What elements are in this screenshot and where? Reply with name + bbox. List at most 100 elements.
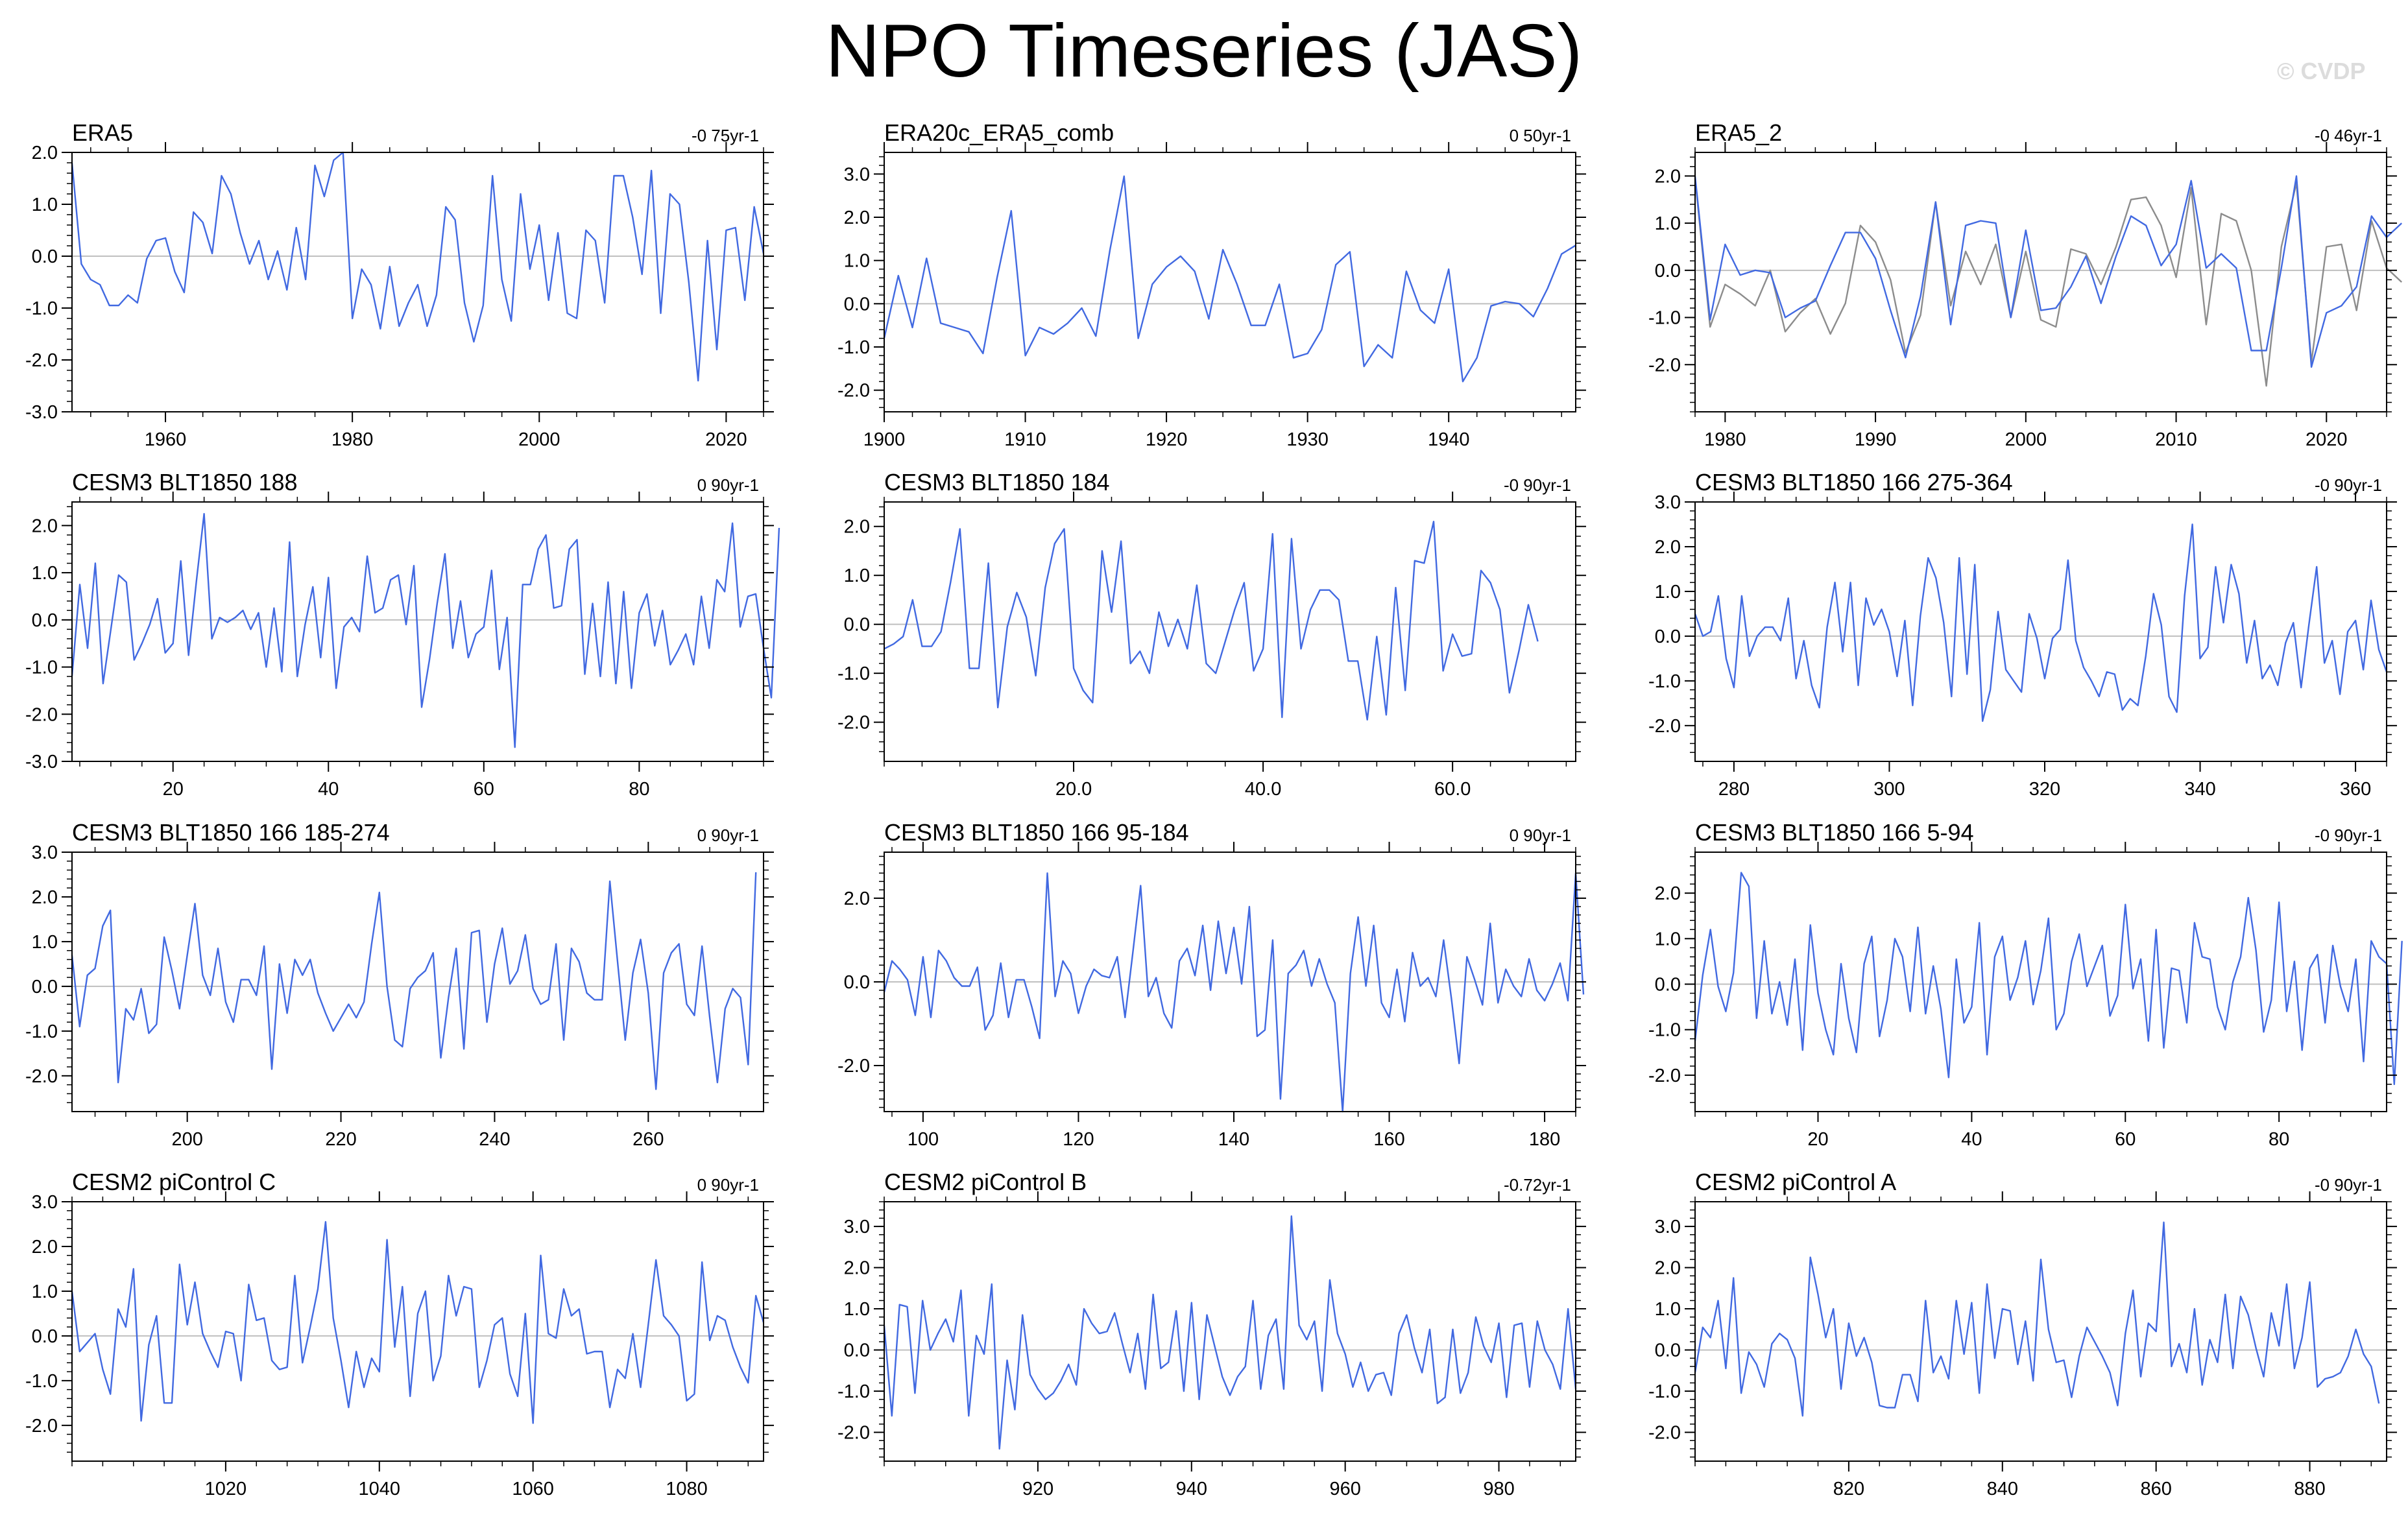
y-tick-label: 1.0 bbox=[1655, 929, 1681, 949]
y-tick-label: 3.0 bbox=[1655, 1217, 1681, 1237]
series-line bbox=[884, 520, 1539, 721]
y-tick-label: 0.0 bbox=[844, 615, 870, 636]
panel-title: CESM3 BLT1850 166 95-184 bbox=[884, 819, 1189, 846]
chart-plot: -2.0 -1.0 0.0 1.0 2.0 3.0 1020 1040 1060 1080 bbox=[25, 1191, 774, 1499]
series-line bbox=[1694, 523, 2388, 722]
x-tick-label: 200 bbox=[171, 1129, 202, 1150]
panel-trend: 0 90yr-1 bbox=[697, 826, 759, 845]
y-tick-label: 1.0 bbox=[32, 195, 58, 215]
y-tick-label: -3.0 bbox=[25, 752, 58, 772]
panel-title: CESM2 piControl A bbox=[1695, 1169, 1897, 1195]
chart-panel-era5: ERA5 -0 75yr-1 -3.0 -2.0 -1.0 0.0 1.0 2.0 1960… bbox=[0, 119, 774, 469]
series-line bbox=[71, 872, 757, 1090]
y-tick-label: -1.0 bbox=[1648, 308, 1681, 329]
plot-frame bbox=[71, 1201, 764, 1462]
y-tick-label: 0.0 bbox=[844, 294, 870, 315]
y-tick-label: -1.0 bbox=[837, 663, 870, 684]
plot-frame bbox=[884, 501, 1576, 762]
plot-frame bbox=[1694, 501, 2387, 762]
y-tick-label: 2.0 bbox=[1655, 883, 1681, 904]
main-title: NPO Timeseries (JAS) bbox=[825, 8, 1583, 93]
y-tick-label: -2.0 bbox=[25, 704, 58, 725]
x-tick-label: 20.0 bbox=[1055, 779, 1092, 800]
chart-plot: -3.0 -2.0 -1.0 0.0 1.0 2.0 1960 1980 2000 2020 bbox=[25, 142, 774, 450]
x-tick-label: 1930 bbox=[1286, 429, 1329, 450]
y-tick-label: -2.0 bbox=[1648, 355, 1681, 376]
x-tick-label: 2000 bbox=[518, 429, 560, 450]
y-tick-label: 2.0 bbox=[32, 887, 58, 908]
panel-title: CESM3 BLT1850 166 185-274 bbox=[72, 819, 390, 846]
y-tick-label: 2.0 bbox=[1655, 166, 1681, 187]
chart-panel-cesm2-picontrol-c: CESM2 piControl C 0 90yr-1 -2.0 -1.0 0.0 1.… bbox=[0, 1168, 774, 1518]
y-tick-label: 1.0 bbox=[844, 1299, 870, 1320]
y-tick-label: -1.0 bbox=[25, 1021, 58, 1042]
chart-plot: -2.0 0.0 2.0 100 120 140 160 180 bbox=[837, 842, 1586, 1150]
y-tick-label: 0.0 bbox=[1655, 261, 1681, 281]
y-tick-label: 2.0 bbox=[1655, 537, 1681, 558]
chart-plot: -2.0 -1.0 0.0 1.0 2.0 1980 1990 2000 2010 2020 bbox=[1648, 142, 2403, 450]
panel-title: CESM2 piControl B bbox=[884, 1169, 1087, 1195]
y-tick-label: 3.0 bbox=[32, 842, 58, 863]
x-tick-label: 1080 bbox=[666, 1479, 708, 1499]
x-tick-label: 2020 bbox=[2306, 429, 2348, 450]
panel-trend: -0 46yr-1 bbox=[2314, 126, 2382, 145]
chart-panel-cesm3-166-95-184: CESM3 BLT1850 166 95-184 0 90yr-1 -2.0 0.… bbox=[812, 818, 1586, 1169]
x-tick-label: 940 bbox=[1176, 1479, 1207, 1499]
y-tick-label: 2.0 bbox=[1655, 1258, 1681, 1279]
panel-title: CESM3 BLT1850 188 bbox=[72, 469, 298, 495]
x-tick-label: 1910 bbox=[1004, 429, 1046, 450]
x-tick-label: 40 bbox=[1961, 1129, 1982, 1150]
y-tick-label: -1.0 bbox=[1648, 1020, 1681, 1041]
x-tick-label: 60.0 bbox=[1434, 779, 1471, 800]
x-tick-label: 80 bbox=[2269, 1129, 2289, 1150]
x-tick-label: 240 bbox=[479, 1129, 510, 1150]
y-tick-label: 1.0 bbox=[1655, 582, 1681, 602]
x-tick-label: 960 bbox=[1329, 1479, 1360, 1499]
plot-frame bbox=[884, 152, 1576, 412]
x-tick-label: 1980 bbox=[331, 429, 374, 450]
y-tick-label: -2.0 bbox=[837, 381, 870, 401]
y-tick-label: 3.0 bbox=[844, 164, 870, 185]
x-tick-label: 2010 bbox=[2155, 429, 2197, 450]
y-tick-label: -1.0 bbox=[837, 337, 870, 358]
x-tick-label: 80 bbox=[629, 779, 649, 800]
x-tick-label: 1960 bbox=[145, 429, 187, 450]
y-tick-label: -2.0 bbox=[25, 1416, 58, 1437]
chart-panel-era5-2: ERA5_2 -0 46yr-1 -2.0 -1.0 0.0 1.0 2.0 1980 19… bbox=[1623, 119, 2403, 469]
x-tick-label: 60 bbox=[2115, 1129, 2136, 1150]
x-tick-label: 1900 bbox=[863, 429, 906, 450]
x-tick-label: 980 bbox=[1483, 1479, 1514, 1499]
x-tick-label: 320 bbox=[2029, 779, 2060, 800]
chart-panel-cesm3-188: CESM3 BLT1850 188 0 90yr-1 -3.0 -2.0 -1.0 0… bbox=[0, 468, 780, 818]
y-tick-label: -2.0 bbox=[1648, 1066, 1681, 1086]
y-tick-label: -1.0 bbox=[25, 298, 58, 319]
y-tick-label: 0.0 bbox=[32, 1326, 58, 1347]
y-tick-label: 2.0 bbox=[32, 516, 58, 536]
x-tick-label: 120 bbox=[1063, 1129, 1094, 1150]
chart-panel-era20c-era5-comb: ERA20c_ERA5_comb 0 50yr-1 -2.0 -1.0 0.0 1.0… bbox=[812, 119, 1586, 469]
y-tick-label: 2.0 bbox=[32, 1237, 58, 1258]
x-tick-label: 340 bbox=[2184, 779, 2215, 800]
chart-panel-cesm3-166-5-94: CESM3 BLT1850 166 5-94 -0 90yr-1 -2.0 -1.… bbox=[1623, 818, 2403, 1169]
y-tick-label: 2.0 bbox=[844, 888, 870, 909]
y-tick-label: 1.0 bbox=[1655, 213, 1681, 234]
panel-trend: 0 50yr-1 bbox=[1509, 126, 1571, 145]
x-tick-label: 1980 bbox=[1704, 429, 1746, 450]
plot-frame bbox=[1694, 152, 2387, 412]
y-tick-label: 0.0 bbox=[844, 972, 870, 993]
watermark: © CVDP bbox=[2277, 58, 2366, 84]
x-tick-label: 220 bbox=[325, 1129, 356, 1150]
y-tick-label: -3.0 bbox=[25, 402, 58, 423]
y-tick-label: 0.0 bbox=[32, 246, 58, 267]
x-tick-label: 100 bbox=[908, 1129, 939, 1150]
y-tick-label: 0.0 bbox=[1655, 626, 1681, 647]
x-tick-label: 360 bbox=[2340, 779, 2371, 800]
x-tick-label: 20 bbox=[163, 779, 184, 800]
plot-frame bbox=[1694, 1201, 2387, 1462]
series-line bbox=[71, 151, 765, 382]
panel-title: CESM2 piControl C bbox=[72, 1169, 276, 1195]
plot-frame bbox=[884, 1201, 1576, 1462]
x-tick-label: 160 bbox=[1373, 1129, 1404, 1150]
panel-trend: -0 90yr-1 bbox=[2314, 826, 2382, 845]
series-line-overlay bbox=[1694, 178, 2403, 387]
